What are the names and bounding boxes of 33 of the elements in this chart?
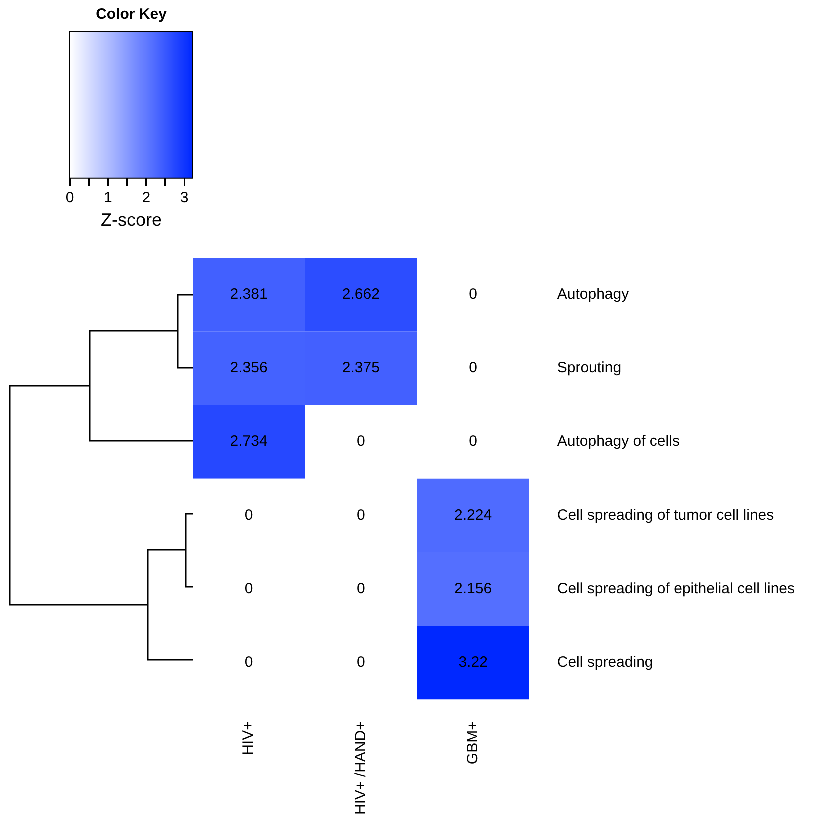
data-label: 2.662: [342, 286, 380, 303]
x-tick-label: HIV+ /HAND+: [352, 721, 370, 816]
data-label: 2.734: [230, 433, 268, 450]
data-label: 2.375: [342, 360, 380, 377]
data-label: 0: [469, 360, 478, 377]
data-label: 2.381: [230, 286, 268, 303]
x-tick-label: GBM+: [464, 721, 482, 765]
y-tick-label: Cell spreading of epithelial cell lines: [557, 580, 796, 598]
data-label: 0: [469, 286, 478, 303]
data-label: 0: [357, 506, 366, 524]
color-bar-title: Z-score: [100, 210, 162, 230]
data-label: 0: [469, 433, 478, 450]
data-label: 0: [244, 506, 254, 524]
data-label: 3.22: [458, 654, 488, 671]
color-bar-label: 3: [180, 190, 189, 207]
data-label: 2.356: [230, 360, 268, 377]
data-label: 0: [244, 580, 254, 598]
data-label: 0: [357, 580, 366, 598]
color-bar-label: 0: [66, 190, 74, 207]
data-label: 2.224: [454, 506, 492, 524]
data-label: 0: [357, 654, 366, 671]
chart-title: Color Key: [96, 6, 168, 24]
color-bar-label: 1: [104, 190, 112, 207]
y-tick-label: Cell spreading: [557, 654, 654, 671]
color-bar-label: 2: [142, 190, 151, 207]
y-tick-label: Sprouting: [557, 360, 622, 377]
y-tick-label: Autophagy of cells: [557, 433, 680, 450]
y-tick-label: Cell spreading of tumor cell lines: [557, 506, 774, 524]
data-label: 0: [244, 654, 254, 671]
x-tick-label: HIV+: [240, 721, 258, 756]
y-tick-label: Autophagy: [557, 286, 630, 303]
data-label: 2.156: [454, 580, 492, 598]
data-label: 0: [357, 433, 366, 450]
